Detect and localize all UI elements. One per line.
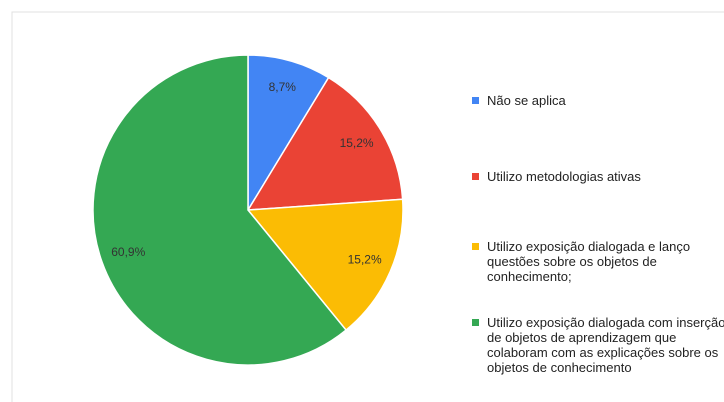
legend-entry: Utilizo metodologias ativas — [472, 169, 724, 184]
pie-slice — [246, 76, 404, 211]
pie-slice — [92, 54, 348, 366]
legend-entry: Utilizo exposição dialogada com inserção… — [472, 315, 724, 375]
legend-swatch — [472, 173, 479, 180]
data-label: 8,7% — [269, 80, 297, 94]
data-label: 15,2% — [340, 136, 374, 150]
data-label: 15,2% — [348, 253, 382, 267]
frame — [11, 11, 724, 402]
legend-swatch — [472, 243, 479, 250]
legend-entry: Utilizo exposição dialogada e lanço ques… — [472, 239, 724, 284]
legend-swatch — [472, 97, 479, 104]
legend-entry: Não se aplica — [472, 93, 724, 108]
legend-swatch — [472, 319, 479, 326]
legend-label: Não se aplica — [487, 93, 566, 108]
legend-label: Utilizo metodologias ativas — [487, 169, 641, 184]
pie-slice — [247, 54, 330, 213]
pie-slice — [246, 198, 404, 332]
data-label: 60,9% — [111, 245, 145, 259]
legend-label: Utilizo exposição dialogada com inserção… — [487, 315, 724, 375]
legend-label: Utilizo exposição dialogada e lanço ques… — [487, 239, 691, 284]
